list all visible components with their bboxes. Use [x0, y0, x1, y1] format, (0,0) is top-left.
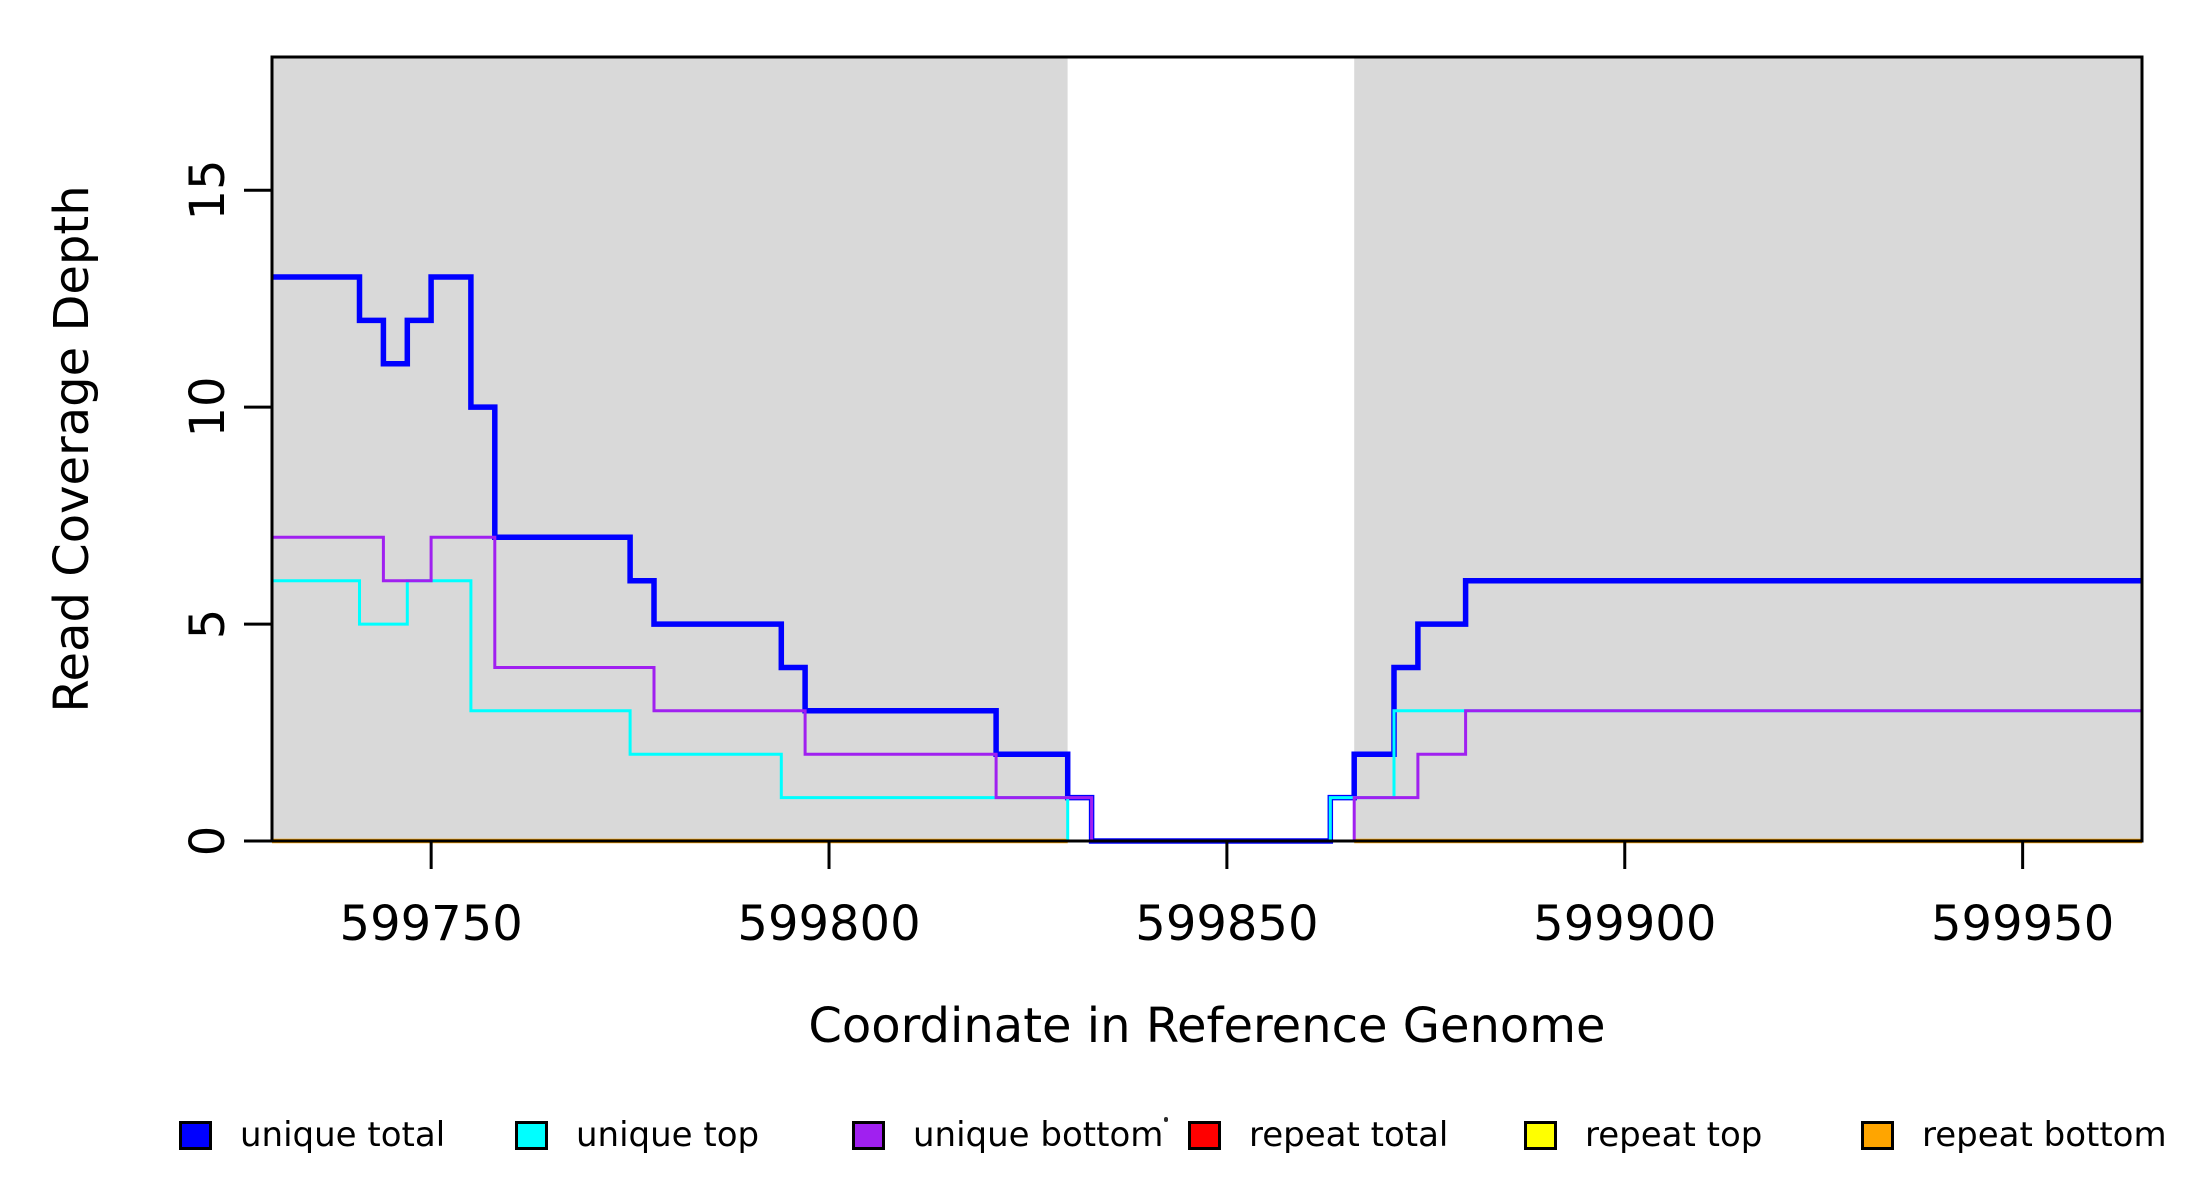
repeat-top-swatch — [1524, 1120, 1557, 1150]
unique-bottom-swatch — [852, 1120, 885, 1150]
legend-item-unique-top: unique top — [515, 1115, 760, 1155]
x-tick-label: 599850 — [1135, 896, 1319, 952]
series-unique-bottom — [272, 535, 2142, 843]
plot-frame — [270, 55, 2144, 843]
region-unique-gap — [1067, 57, 1355, 841]
repeat-total-swatch — [1188, 1120, 1221, 1150]
legend-label: repeat total — [1249, 1115, 1449, 1155]
legend-item-repeat-total: repeat total — [1188, 1115, 1449, 1155]
x-tick-label: 599950 — [1931, 896, 2115, 952]
x-tick-label: 599900 — [1533, 896, 1717, 952]
stray-dot-artifact — [1164, 1117, 1168, 1122]
y-tick-label: 5 — [180, 608, 236, 640]
legend-label: repeat bottom — [1922, 1115, 2167, 1155]
region-repeat-region-right — [1354, 57, 2142, 841]
series-unique-top — [272, 579, 2142, 843]
unique-total-swatch — [179, 1120, 212, 1150]
legend-label: unique total — [240, 1115, 446, 1155]
y-tick-label: 15 — [180, 159, 236, 221]
x-tick-label: 599750 — [339, 896, 523, 952]
series-unique-total — [272, 274, 2142, 844]
y-tick-label: 10 — [180, 376, 236, 438]
x-tick-label: 599800 — [737, 896, 921, 952]
x-axis-title: Coordinate in Reference Genome — [808, 998, 1606, 1054]
legend-item-unique-bottom: unique bottom — [852, 1115, 1164, 1155]
region-repeat-region-left — [272, 57, 1068, 841]
unique-top-swatch — [515, 1120, 548, 1150]
legend-item-unique-total: unique total — [179, 1115, 446, 1155]
legend-item-repeat-top: repeat top — [1524, 1115, 1763, 1155]
legend-label: unique top — [576, 1115, 760, 1155]
legend-item-repeat-bottom: repeat bottom — [1861, 1115, 2167, 1155]
legend-label: unique bottom — [913, 1115, 1164, 1155]
repeat-bottom-swatch — [1861, 1120, 1894, 1150]
y-tick-label: 0 — [180, 825, 236, 857]
legend-label: repeat top — [1585, 1115, 1763, 1155]
y-axis-title: Read Coverage Depth — [44, 185, 100, 713]
